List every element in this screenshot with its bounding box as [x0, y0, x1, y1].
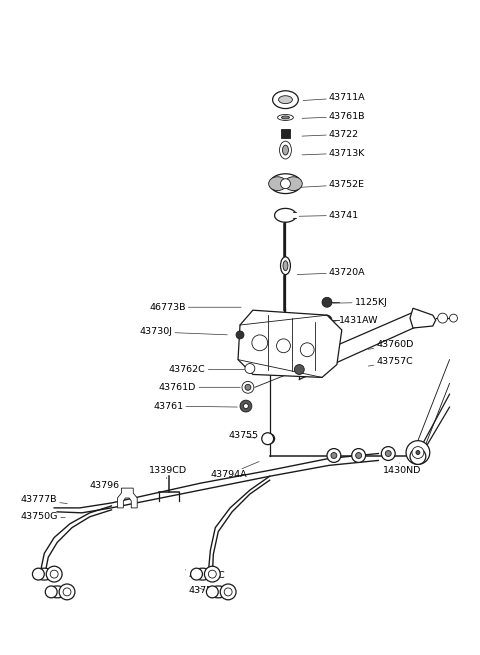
Ellipse shape: [35, 568, 54, 580]
Circle shape: [240, 400, 252, 412]
Text: 43761D: 43761D: [159, 383, 240, 392]
Ellipse shape: [208, 586, 228, 598]
Circle shape: [224, 588, 232, 596]
Circle shape: [208, 570, 216, 578]
Text: 43777C: 43777C: [185, 570, 225, 580]
Text: 1125KJ: 1125KJ: [333, 298, 387, 307]
Circle shape: [59, 584, 75, 600]
Text: 43755: 43755: [228, 431, 258, 440]
Circle shape: [294, 365, 304, 375]
Circle shape: [327, 449, 341, 462]
Text: 43760D: 43760D: [368, 341, 414, 349]
Ellipse shape: [279, 141, 291, 159]
Text: 43750B: 43750B: [189, 586, 225, 595]
Circle shape: [242, 381, 254, 393]
Ellipse shape: [47, 586, 67, 598]
Text: 43722: 43722: [302, 130, 359, 139]
Polygon shape: [118, 488, 137, 508]
Text: 43757C: 43757C: [368, 357, 413, 366]
Text: 1339CD: 1339CD: [149, 466, 187, 479]
Circle shape: [450, 314, 457, 322]
Circle shape: [406, 441, 430, 464]
Ellipse shape: [273, 91, 298, 109]
Text: 43730J: 43730J: [139, 328, 228, 337]
Ellipse shape: [270, 174, 301, 194]
Ellipse shape: [277, 115, 293, 121]
Text: 43777B: 43777B: [21, 495, 67, 504]
Circle shape: [385, 451, 391, 457]
Circle shape: [204, 566, 220, 582]
Circle shape: [356, 453, 361, 458]
Text: 43720A: 43720A: [297, 268, 366, 277]
Text: 43794A: 43794A: [210, 462, 259, 479]
Ellipse shape: [285, 177, 302, 191]
Circle shape: [438, 313, 447, 323]
Circle shape: [352, 449, 366, 462]
Text: 43741: 43741: [299, 211, 359, 220]
Circle shape: [416, 451, 420, 455]
Text: 1430ND: 1430ND: [384, 463, 422, 475]
Ellipse shape: [283, 261, 288, 271]
Circle shape: [236, 331, 244, 339]
Circle shape: [410, 449, 426, 464]
Ellipse shape: [281, 116, 289, 119]
Circle shape: [50, 570, 58, 578]
Text: 46773B: 46773B: [149, 303, 241, 312]
Circle shape: [412, 447, 424, 458]
Circle shape: [63, 588, 71, 596]
Circle shape: [331, 453, 337, 458]
Circle shape: [381, 447, 395, 460]
Circle shape: [220, 584, 236, 600]
Circle shape: [300, 343, 314, 357]
Ellipse shape: [192, 568, 212, 580]
Text: 43761B: 43761B: [302, 112, 365, 121]
Circle shape: [46, 566, 62, 582]
Ellipse shape: [283, 145, 288, 155]
Circle shape: [245, 364, 255, 373]
Ellipse shape: [278, 96, 292, 103]
Circle shape: [206, 586, 218, 598]
Text: 43743D: 43743D: [282, 363, 325, 372]
Text: 43796: 43796: [90, 481, 123, 490]
Text: 43711A: 43711A: [303, 93, 366, 102]
Circle shape: [276, 339, 290, 352]
Circle shape: [245, 384, 251, 390]
Polygon shape: [238, 310, 342, 377]
Ellipse shape: [269, 177, 287, 191]
Circle shape: [252, 335, 268, 350]
Text: 43761: 43761: [153, 402, 237, 411]
Circle shape: [191, 568, 203, 580]
Text: 43752E: 43752E: [297, 180, 365, 189]
Circle shape: [243, 403, 249, 409]
Circle shape: [264, 434, 275, 443]
Circle shape: [33, 568, 44, 580]
Circle shape: [45, 586, 57, 598]
Ellipse shape: [280, 179, 290, 189]
Polygon shape: [410, 309, 436, 328]
Circle shape: [262, 433, 274, 445]
Text: 1431AW: 1431AW: [317, 316, 378, 325]
Bar: [280, 129, 290, 138]
Text: 43762C: 43762C: [169, 365, 245, 374]
Ellipse shape: [280, 257, 290, 274]
Circle shape: [322, 297, 332, 307]
Text: 43750G: 43750G: [21, 512, 65, 521]
Text: 43713K: 43713K: [302, 149, 365, 158]
Circle shape: [322, 315, 332, 325]
